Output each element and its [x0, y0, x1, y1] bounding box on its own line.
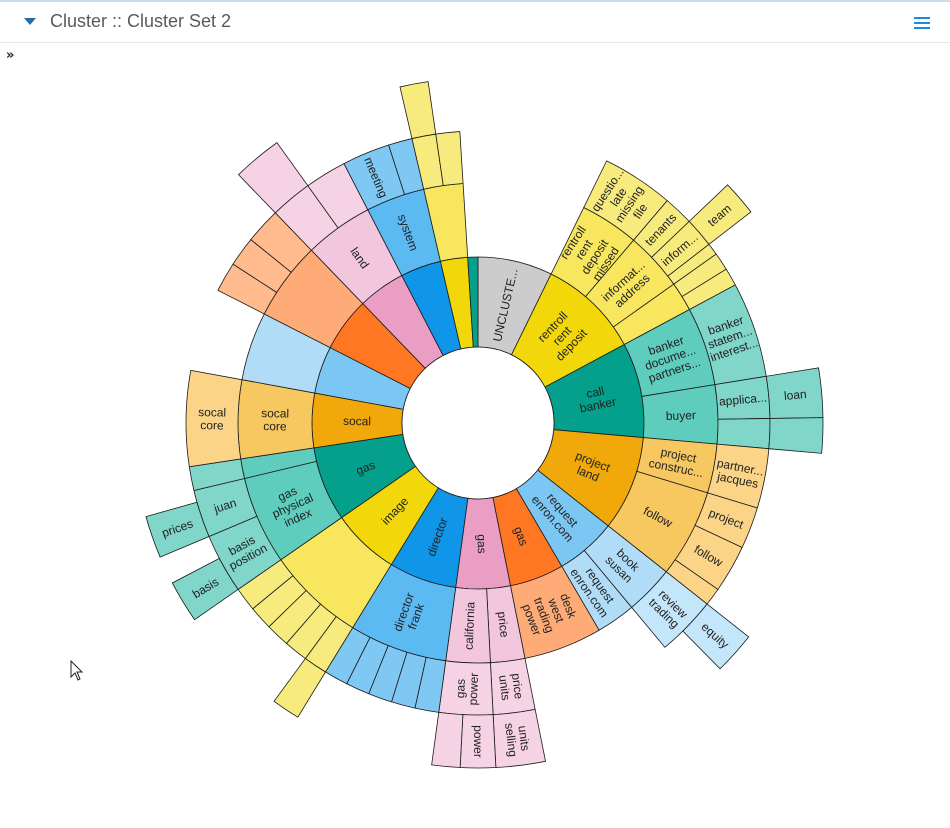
sunburst-segment[interactable]: [768, 417, 824, 454]
sunburst-segment[interactable]: [431, 711, 464, 768]
double-chevron-right-icon[interactable]: »: [6, 48, 15, 63]
sunburst-segment[interactable]: [682, 603, 750, 670]
sunburst-segment-label: applica...: [718, 391, 767, 409]
sunburst-segment-label: gas: [511, 525, 531, 548]
mouse-pointer-icon: [70, 659, 84, 687]
panel-header: Cluster :: Cluster Set 2: [0, 2, 950, 43]
sunburst-segment-label: gas: [354, 458, 377, 478]
sunburst-segment[interactable]: [399, 81, 437, 140]
sunburst-segment-label: gas: [474, 534, 489, 554]
sunburst-segment-label: unitsselling: [502, 720, 533, 757]
panel-title: Cluster :: Cluster Set 2: [50, 11, 232, 31]
hamburger-menu-icon[interactable]: [912, 13, 932, 33]
sunburst-segment-label: loan: [783, 387, 807, 403]
sunburst-segment-label: socal: [343, 414, 371, 428]
sunburst-segment[interactable]: [716, 418, 771, 450]
sunburst-segment-label: buyer: [666, 408, 697, 423]
window-top-border: [0, 0, 950, 2]
sunburst-segment-label: socalcore: [261, 406, 289, 433]
sunburst-segment-label: socalcore: [198, 405, 226, 432]
sunburst-center[interactable]: [401, 346, 555, 500]
sunburst-segment[interactable]: [171, 557, 239, 621]
sunburst-segment-label: priceunits: [496, 672, 526, 701]
sunburst-segment-label: gaspower: [453, 672, 481, 706]
sunburst-segment-label: price: [495, 611, 512, 639]
sunburst-segment-label: california: [462, 601, 478, 650]
sunburst-segment[interactable]: [145, 501, 210, 558]
sunburst-segment[interactable]: [435, 131, 464, 186]
caret-down-icon[interactable]: [22, 15, 38, 29]
sunburst-segment[interactable]: [273, 657, 327, 718]
sunburst-segment-label: power: [471, 725, 485, 758]
sunburst-chart: UNCLUSTE... rentrollrentdepositrentrollre…: [145, 81, 824, 769]
